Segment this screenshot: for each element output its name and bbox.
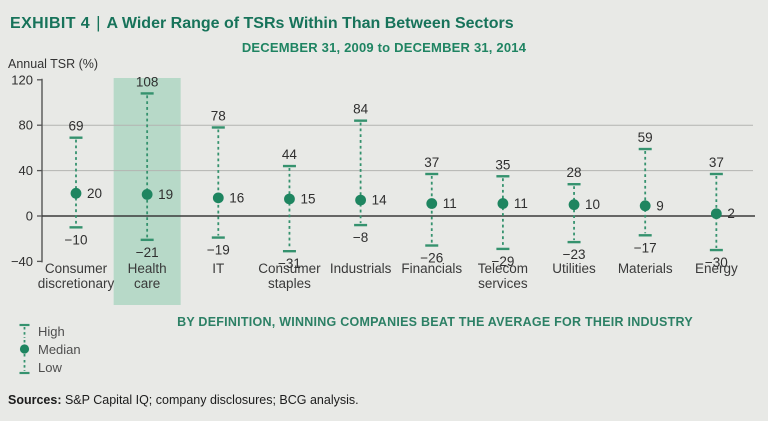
- median-dot: [639, 200, 651, 212]
- median-dot: [355, 194, 366, 206]
- legend-item-low: Low: [17, 358, 81, 376]
- median-value-label: 19: [158, 187, 173, 202]
- low-whisker-icon: [19, 360, 30, 375]
- y-tick-label-80: 80: [19, 118, 33, 133]
- low-value-label: −26: [420, 251, 443, 266]
- chart-legend: High Median Low: [17, 322, 81, 376]
- median-dot: [497, 198, 509, 209]
- low-value-label: −19: [207, 243, 230, 258]
- y-tick-label-120: 120: [11, 72, 33, 87]
- sources-line: Sources: S&P Capital IQ; company disclos…: [8, 393, 359, 407]
- category-label: Financials: [401, 261, 462, 276]
- sources-text: S&P Capital IQ; company disclosures; BCG…: [61, 393, 359, 407]
- title-separator: |: [96, 13, 101, 32]
- median-value-label: 10: [585, 197, 600, 212]
- median-value-label: 16: [229, 190, 244, 205]
- exhibit-header: EXHIBIT 4 | A Wider Range of TSRs Within T…: [10, 13, 514, 33]
- low-value-label: −21: [136, 245, 159, 260]
- median-value-label: 11: [443, 196, 457, 211]
- high-value-label: 37: [709, 155, 724, 170]
- median-dot: [568, 199, 580, 211]
- category-label: staples: [268, 276, 311, 291]
- category-label: services: [478, 276, 528, 291]
- median-dot-icon: [19, 340, 30, 358]
- median-dot: [426, 198, 438, 209]
- legend-item-high: High: [17, 322, 81, 340]
- low-value-label: −30: [705, 255, 728, 270]
- category-label: Energy: [695, 261, 738, 276]
- high-value-label: 35: [495, 157, 510, 172]
- category-label: Utilities: [552, 261, 596, 276]
- category-label: care: [134, 276, 160, 291]
- high-value-label: 28: [567, 165, 582, 180]
- category-label: Telecom: [478, 261, 528, 276]
- category-label: Consumer: [258, 261, 321, 276]
- legend-label-low: Low: [38, 359, 62, 375]
- y-axis-label: Annual TSR (%): [8, 57, 99, 71]
- high-value-label: 84: [353, 102, 369, 117]
- high-value-label: 44: [282, 147, 298, 162]
- date-range-subtitle: DECEMBER 31, 2009 to DECEMBER 31, 2014: [241, 40, 527, 55]
- high-value-label: 37: [424, 155, 439, 170]
- y-tick-label-0: 0: [26, 209, 33, 224]
- median-value-label: 2: [727, 206, 735, 221]
- legend-item-median: Median: [17, 340, 81, 358]
- high-value-label: 78: [211, 108, 226, 123]
- median-value-label: 20: [87, 186, 102, 201]
- chart-note: BY DEFINITION, WINNING COMPANIES BEAT TH…: [177, 315, 693, 329]
- category-label: Health: [128, 261, 167, 276]
- low-value-label: −10: [65, 232, 88, 247]
- low-value-label: −29: [491, 254, 514, 269]
- sources-label: Sources:: [8, 393, 62, 407]
- median-dot: [710, 208, 722, 220]
- median-dot: [284, 193, 295, 205]
- y-tick-label--40: −40: [11, 254, 33, 269]
- median-dot: [70, 187, 82, 199]
- category-label: Materials: [618, 261, 673, 276]
- median-dot: [212, 192, 224, 204]
- category-label: Consumer: [45, 261, 108, 276]
- exhibit-label: EXHIBIT 4: [10, 15, 91, 32]
- median-value-label: 11: [514, 196, 528, 211]
- category-label: discretionary: [38, 276, 115, 291]
- high-value-label: 108: [136, 74, 159, 89]
- high-whisker-icon: [19, 323, 30, 338]
- page-title: A Wider Range of TSRs Within Than Betwee…: [106, 15, 514, 32]
- high-value-label: 69: [68, 119, 83, 134]
- category-label: IT: [212, 261, 224, 276]
- low-value-label: −23: [563, 247, 586, 262]
- category-label: Industrials: [330, 261, 392, 276]
- low-value-label: −17: [634, 240, 657, 255]
- low-value-label: −31: [278, 256, 301, 271]
- median-value-label: 15: [300, 191, 315, 206]
- y-tick-label-40: 40: [19, 163, 33, 178]
- legend-label-high: High: [38, 323, 65, 339]
- low-value-label: −8: [353, 230, 368, 245]
- median-value-label: 9: [656, 198, 664, 213]
- median-value-label: 14: [372, 193, 388, 208]
- legend-label-median: Median: [38, 341, 81, 357]
- median-dot: [141, 189, 153, 200]
- high-value-label: 59: [638, 130, 653, 145]
